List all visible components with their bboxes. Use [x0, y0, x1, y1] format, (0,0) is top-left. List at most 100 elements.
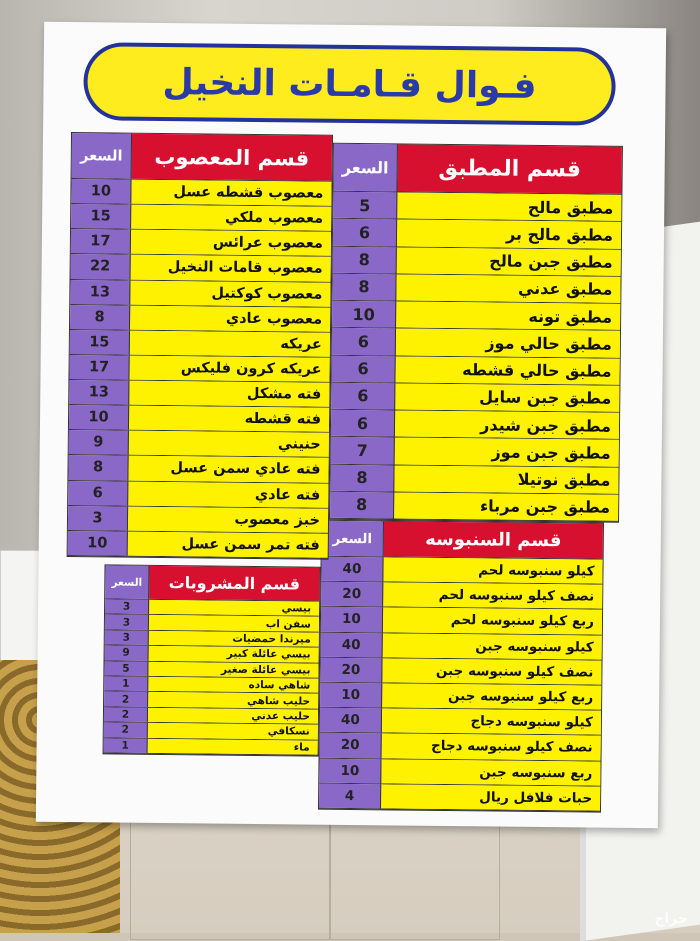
price-column-label: السعر: [321, 520, 384, 557]
item-price: 9: [68, 430, 129, 456]
item-name: فته تمر سمن عسل: [127, 531, 328, 558]
menu-item-row: معصوب عادي 8: [69, 304, 331, 333]
menu-item-row: مطبق عدني 8: [332, 273, 621, 304]
item-name: معصوب كوكتيل: [130, 280, 331, 307]
menu-item-row: فته تمر سمن عسل 10: [67, 530, 328, 559]
item-price: 8: [330, 491, 395, 519]
menu-item-row: عريكه كرون فليكس 17: [69, 354, 330, 383]
item-price: 1: [104, 676, 149, 692]
menu-item-row: مطبق حالي موز 6: [331, 328, 620, 359]
item-name: معصوب قشطه عسل: [131, 179, 332, 206]
watermark: حراج: [654, 911, 688, 927]
item-name: ربع كيلو سنبوسه جبن: [382, 683, 602, 710]
item-price: 3: [104, 630, 149, 646]
item-name: مطبق حالي موز: [395, 328, 620, 358]
item-price: 2: [103, 707, 149, 723]
menu-item-row: مطبق جبن شيدر 6: [330, 409, 620, 441]
price-column-label: السعر: [333, 143, 398, 192]
item-name: نصف كيلو سنبوسه دجاج: [381, 733, 601, 761]
item-name: نسكافي: [147, 723, 318, 740]
menu-item-row: ربع كيلو سنبوسه جبن 10: [320, 682, 602, 711]
section-title: قسم المعصوب: [131, 133, 333, 181]
item-price: 5: [333, 191, 398, 219]
item-price: 6: [331, 382, 396, 410]
menu-item-row: معصوب قامات النخيل 22: [70, 254, 331, 283]
menu-board: فـوال قـامـات النخيل قسم المطبق السعر مطبق…: [35, 21, 667, 829]
section-masoub: قسم المعصوب السعر معصوب قشطه عسل 10 معصوب مل…: [66, 132, 334, 560]
item-price: 15: [69, 329, 130, 355]
item-name: ربع كيلو سنبوسه لحم: [382, 607, 603, 635]
item-price: 1: [103, 737, 148, 753]
menu-item-row: نصف كيلو سنبوسه لحم 20: [321, 581, 603, 611]
item-name: مطبق عدني: [396, 274, 621, 303]
menu-item-row: فته قشطه 10: [68, 405, 330, 434]
section-header: قسم السنبوسه السعر: [321, 520, 603, 560]
item-name: مطبق حالي قشطه: [395, 355, 620, 385]
section-header: قسم المعصوب السعر: [71, 133, 333, 182]
menu-item-row: فته عادي 6: [68, 480, 329, 509]
item-name: بيسي: [149, 599, 320, 617]
item-name: مطبق جبن موز: [394, 437, 619, 467]
item-name: بيسي عائلة صغير: [148, 661, 319, 678]
menu-item-row: معصوب ملكي 15: [71, 204, 332, 233]
section-mutabbaq: قسم المطبق السعر مطبق مالح 5 مطبق مالح بر 6 مط…: [329, 142, 623, 523]
item-price: 5: [104, 660, 149, 676]
item-price: 20: [321, 581, 384, 607]
price-column-label: السعر: [105, 565, 150, 599]
price-column-label: السعر: [71, 133, 133, 179]
item-price: 10: [71, 179, 132, 204]
item-price: 40: [321, 556, 384, 582]
menu-item-row: مطبق جبن مالح 8: [332, 246, 621, 277]
menu-title: فـوال قـامـات النخيل: [83, 42, 616, 126]
section-drinks: قسم المشروبات السعر بيسي 3 سفن اب 3 ميرندا حمض…: [102, 564, 321, 757]
item-name: مطبق جبن مالح: [396, 246, 621, 276]
item-name: حليب شاهي: [148, 692, 319, 709]
section-sanbosa: قسم السنبوسه السعر كيلو سنبوسه لحم 40 نصف كي…: [317, 519, 604, 813]
item-name: عريكه: [129, 330, 330, 357]
item-price: 13: [70, 279, 131, 305]
item-price: 6: [68, 480, 129, 506]
item-name: حنيني: [128, 430, 329, 458]
item-price: 8: [332, 273, 397, 301]
section-title: قسم المطبق: [397, 144, 622, 194]
item-price: 9: [104, 645, 149, 661]
item-price: 20: [320, 657, 383, 683]
item-price: 10: [319, 758, 382, 784]
section-title: قسم المشروبات: [149, 565, 320, 601]
item-price: 8: [69, 304, 131, 330]
item-price: 10: [68, 405, 130, 430]
item-name: كيلو سنبوسه جبن: [382, 632, 602, 660]
menu-item-row: مطبق مالح 5: [333, 191, 622, 223]
item-name: مطبق مالح بر: [396, 219, 622, 249]
menu-item-row: نصف كيلو سنبوسه جبن 20: [320, 657, 602, 686]
section-header: قسم المطبق السعر: [333, 143, 622, 195]
item-name: مطبق تونه: [396, 301, 621, 331]
item-name: ميرندا حمضيات: [148, 630, 319, 647]
menu-item-row: مطبق جبن موز 7: [330, 437, 619, 468]
item-price: 13: [69, 380, 130, 405]
item-name: فته قشطه: [128, 405, 330, 433]
item-name: فته عادي سمن عسل: [128, 456, 329, 483]
item-price: 10: [320, 682, 383, 708]
menu-item-row: خبز معصوب 3: [67, 505, 329, 534]
item-price: 8: [330, 464, 395, 492]
item-name: معصوب ملكي: [131, 204, 332, 232]
menu-item-row: فته عادي سمن عسل 8: [68, 455, 329, 484]
item-name: بيسي عائلة كبير: [148, 646, 319, 663]
menu-item-row: نصف كيلو سنبوسه دجاج 20: [319, 733, 601, 762]
item-price: 7: [330, 437, 395, 464]
menu-item-row: ماء 1: [103, 737, 318, 756]
item-price: 6: [331, 355, 396, 383]
item-name: حبات فلافل ريال: [380, 784, 601, 811]
item-price: 3: [104, 614, 149, 630]
item-name: مطبق جبن مرباء: [394, 492, 619, 521]
item-price: 17: [70, 229, 132, 255]
menu-item-row: مطبق تونه 10: [332, 300, 621, 332]
item-price: 10: [67, 530, 128, 556]
item-price: 17: [69, 354, 130, 380]
section-header: قسم المشروبات السعر: [105, 565, 320, 602]
item-price: 2: [103, 722, 148, 738]
item-name: نصف كيلو سنبوسه لحم: [383, 582, 603, 610]
item-name: فته مشكل: [129, 380, 330, 407]
menu-item-row: كيلو سنبوسه جبن 40: [320, 632, 602, 661]
